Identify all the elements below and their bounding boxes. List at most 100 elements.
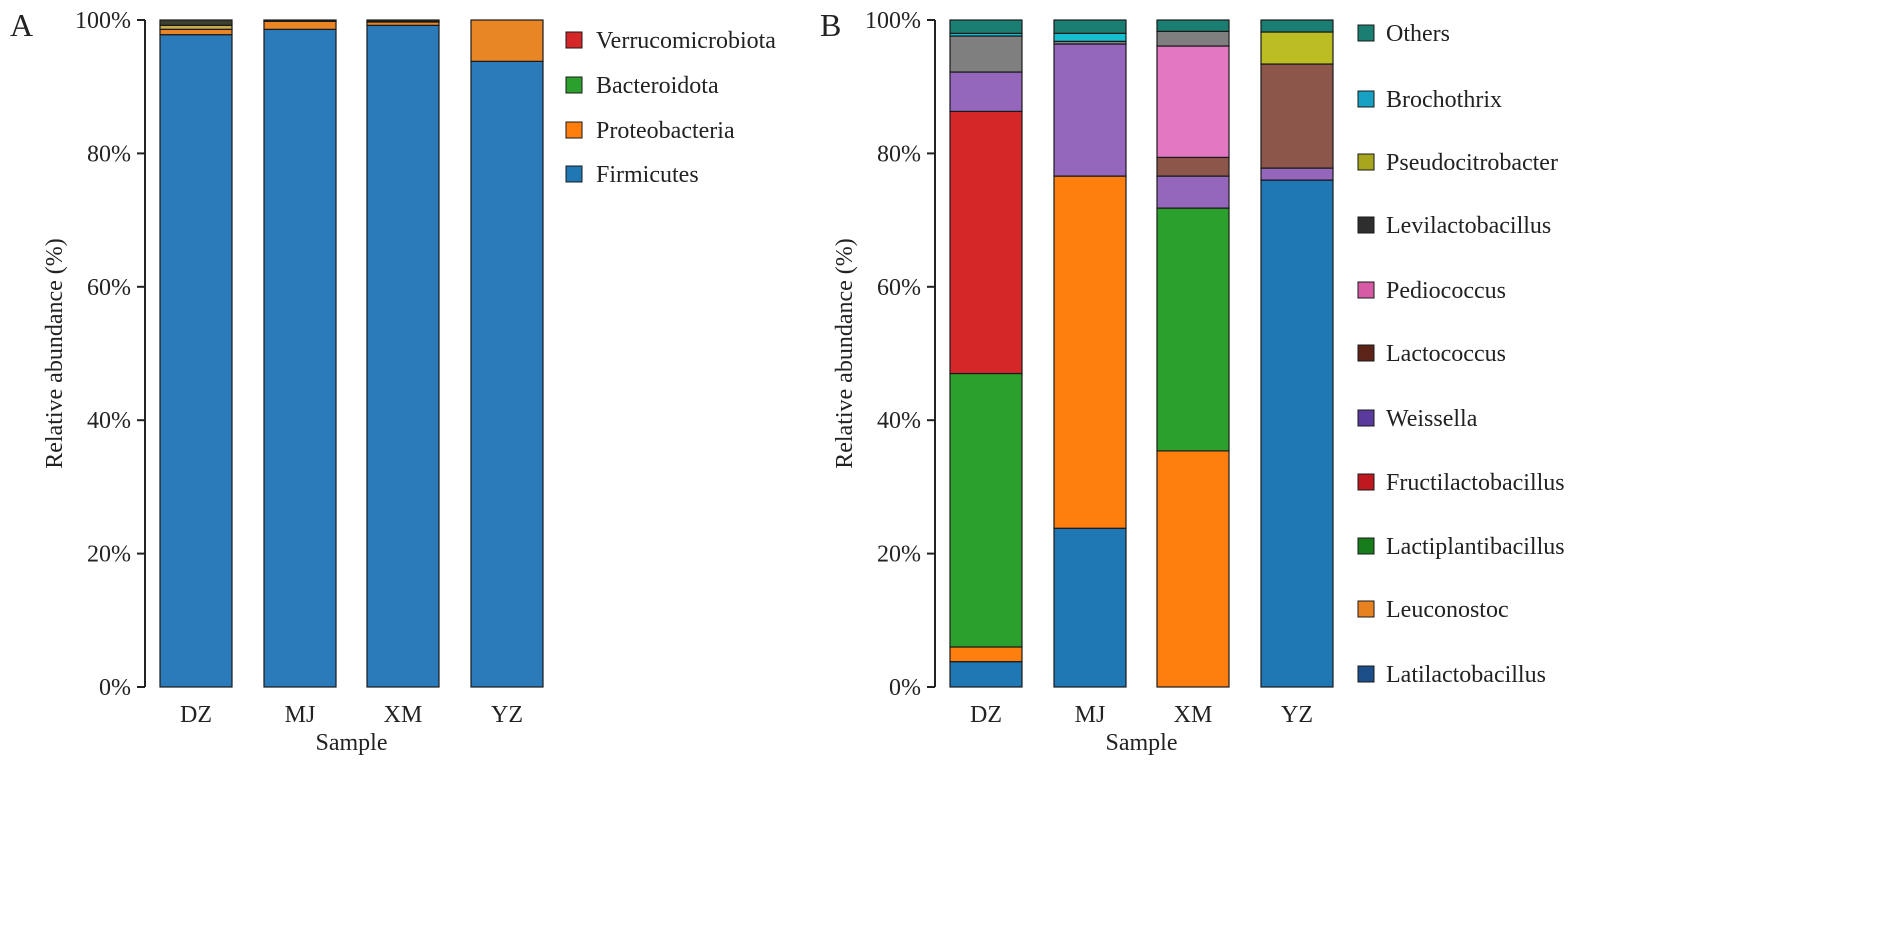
legend-item-pediococcus: Pediococcus	[1357, 278, 1506, 304]
legend-label: Others	[1386, 21, 1450, 47]
legend-item-verrucomicrobiota: Verrucomicrobiota	[565, 28, 776, 54]
legend-label: Brochothrix	[1386, 87, 1502, 113]
bar-segment-mj-others	[1053, 19, 1127, 34]
legend-label: Levilactobacillus	[1386, 213, 1551, 239]
legend-swatch	[565, 121, 583, 139]
legend-label: Lactococcus	[1386, 341, 1506, 367]
legend-item-lactococcus: Lactococcus	[1357, 341, 1506, 367]
x-axis-title: Sample	[316, 730, 388, 756]
legend-item-levilactobacillus: Levilactobacillus	[1357, 213, 1551, 239]
legend-swatch	[1357, 473, 1375, 491]
x-tick-label-dz: DZ	[970, 702, 1002, 728]
bar-segment-mj-latilactobacillus	[1053, 527, 1127, 688]
legend-swatch	[1357, 24, 1375, 42]
legend-swatch	[565, 76, 583, 94]
bar-segment-yz-others	[1260, 19, 1334, 33]
bar-segment-xm-lactococcus	[1156, 156, 1230, 177]
bar-segment-yz-latilactobacillus	[1260, 179, 1334, 688]
legend-label: Pseudocitrobacter	[1386, 150, 1558, 176]
bar-segment-xm-lactiplantibacillus	[1156, 207, 1230, 452]
bar-segment-xm-firmicutes	[366, 24, 440, 688]
legend-swatch	[1357, 600, 1375, 618]
bar-segment-yz-weissella	[1260, 167, 1334, 181]
y-tick-label: 40%	[877, 408, 921, 434]
legend-item-others: Others	[1357, 21, 1450, 47]
legend-swatch	[1357, 537, 1375, 555]
legend-label: Firmicutes	[596, 162, 699, 188]
legend-swatch	[1357, 216, 1375, 234]
panel-label: A	[10, 7, 33, 43]
legend-label: Bacteroidota	[596, 73, 719, 99]
panel-label: B	[820, 7, 841, 43]
legend-item-fructilactobacillus: Fructilactobacillus	[1357, 470, 1565, 496]
x-tick-label-xm: XM	[384, 702, 423, 728]
legend-swatch	[1357, 409, 1375, 427]
bar-segment-dz-proteobacteria	[159, 28, 233, 36]
y-tick-label: 100%	[865, 8, 921, 34]
bar-segment-dz-weissella	[949, 71, 1023, 112]
bar-segment-mj-firmicutes	[263, 28, 337, 688]
bar-segment-yz-pseudocitrobacter	[1260, 31, 1334, 65]
y-tick-label: 0%	[889, 675, 921, 701]
legend-swatch	[1357, 90, 1375, 108]
x-axis-title: Sample	[1106, 730, 1178, 756]
bar-segment-dz-verrucomicrobiota	[159, 19, 233, 26]
y-axis-title: Relative abundance (%)	[42, 238, 68, 469]
legend-swatch	[1357, 281, 1375, 299]
y-tick-label: 60%	[877, 275, 921, 301]
bar-stack-xm	[366, 19, 440, 688]
y-tick-label: 40%	[87, 408, 131, 434]
x-tick-label-mj: MJ	[1075, 702, 1106, 728]
legend-swatch	[565, 165, 583, 183]
legend-swatch	[565, 31, 583, 49]
legend-label: Proteobacteria	[596, 118, 735, 144]
bar-segment-dz-leuconostoc	[949, 646, 1023, 663]
bar-segment-yz-firmicutes	[470, 60, 544, 688]
legend-label: Fructilactobacillus	[1386, 470, 1565, 496]
bar-segment-mj-leuconostoc	[1053, 175, 1127, 529]
y-tick-label: 60%	[87, 275, 131, 301]
y-tick-label: 100%	[75, 8, 131, 34]
legend-item-proteobacteria: Proteobacteria	[565, 118, 735, 144]
x-tick-label-yz: YZ	[491, 702, 523, 728]
bar-segment-mj-weissella	[1053, 43, 1127, 177]
legend-swatch	[1357, 153, 1375, 171]
y-tick-label: 80%	[87, 141, 131, 167]
legend-item-weissella: Weissella	[1357, 406, 1478, 432]
bar-stack-yz	[1260, 19, 1334, 688]
legend-item-pseudocitrobacter: Pseudocitrobacter	[1357, 150, 1558, 176]
y-axis-title: Relative abundance (%)	[832, 238, 858, 469]
bar-stack-dz	[159, 19, 233, 688]
bar-stack-xm	[1156, 19, 1230, 688]
legend-label: Pediococcus	[1386, 278, 1506, 304]
legend: Others Brochothrix Pseudocitrobacter Levila…	[1357, 21, 1565, 688]
x-tick-label-yz: YZ	[1281, 702, 1313, 728]
legend-swatch	[1357, 665, 1375, 683]
bar-stack-mj	[1053, 19, 1127, 688]
legend-item-lactiplantibacillus: Lactiplantibacillus	[1357, 534, 1565, 560]
panel-b: B 0% 20% 40% 60% 80% 100% DZ MJ XM YZ Sample Relativ…	[820, 7, 1565, 756]
bar-segment-mj-verrucomicrobiota	[263, 19, 337, 22]
bar-segment-xm-leuconostoc	[1156, 450, 1230, 688]
legend-label: Leuconostoc	[1386, 597, 1509, 623]
bar-stack-yz	[470, 19, 544, 688]
y-tick-label: 20%	[87, 542, 131, 568]
bar-segment-xm-others	[1156, 19, 1230, 32]
legend-label: Lactiplantibacillus	[1386, 534, 1565, 560]
y-tick-label: 20%	[877, 542, 921, 568]
legend: Verrucomicrobiota Bacteroidota Proteobacte…	[565, 28, 776, 188]
bar-segment-xm-weissella	[1156, 175, 1230, 209]
legend-label: Weissella	[1386, 406, 1478, 432]
legend-item-firmicutes: Firmicutes	[565, 162, 699, 188]
legend-label: Latilactobacillus	[1386, 662, 1546, 688]
x-tick-label-mj: MJ	[285, 702, 316, 728]
bar-segment-mj-brochothrix	[1053, 32, 1127, 42]
legend-item-bacteroidota: Bacteroidota	[565, 73, 719, 99]
y-tick-label: 80%	[877, 141, 921, 167]
bar-segment-xm-verrucomicrobiota	[366, 19, 440, 22]
bar-segment-dz-fructilactobacillus	[949, 110, 1023, 375]
legend-item-brochothrix: Brochothrix	[1357, 87, 1502, 113]
legend-swatch	[1357, 344, 1375, 362]
bar-segment-dz-lactiplantibacillus	[949, 372, 1023, 648]
bar-segment-dz-firmicutes	[159, 34, 233, 688]
